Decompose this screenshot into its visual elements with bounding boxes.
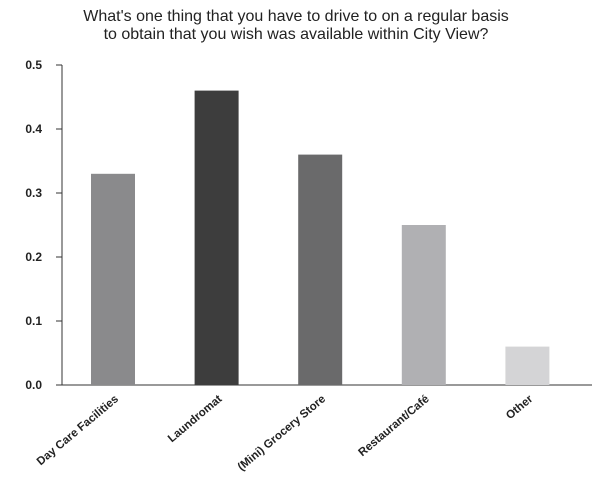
bar-laundromat: [194, 90, 239, 385]
y-tick-label: 0.1: [25, 314, 42, 328]
y-tick-label: 0.2: [25, 250, 42, 264]
bar-mini-grocery-store: [298, 154, 343, 385]
x-tick-label: (Mini) Grocery Store: [236, 393, 328, 473]
x-tick-label: Day Care Facilities: [35, 393, 121, 468]
y-tick-label: 0.0: [25, 378, 42, 392]
y-tick-label: 0.4: [25, 122, 42, 136]
chart-title-line-2: to obtain that you wish was available wi…: [103, 26, 489, 43]
x-tick-label: Other: [504, 393, 536, 422]
y-tick-label: 0.5: [25, 58, 42, 72]
x-tick-label: Laundromat: [166, 393, 225, 445]
bar-day-care-facilities: [91, 173, 135, 385]
chart-title-line-1: What's one thing that you have to drive …: [83, 8, 509, 25]
x-tick-label: Restaurant/Café: [356, 393, 431, 459]
bar-restaurant-caf: [401, 225, 446, 385]
bar-other: [505, 346, 550, 385]
y-tick-label: 0.3: [25, 186, 42, 200]
